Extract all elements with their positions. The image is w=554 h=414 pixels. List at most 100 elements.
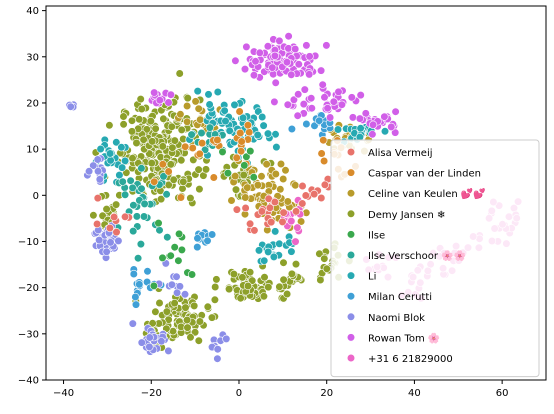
scatter-point bbox=[294, 90, 303, 99]
legend-marker bbox=[346, 189, 356, 198]
scatter-point bbox=[205, 100, 214, 109]
scatter-point bbox=[149, 281, 158, 291]
scatter-point bbox=[164, 346, 173, 356]
legend-box bbox=[330, 139, 540, 378]
scatter-point bbox=[270, 197, 280, 207]
scatter-point bbox=[236, 294, 245, 303]
scatter-point bbox=[132, 138, 141, 148]
scatter-point bbox=[168, 143, 177, 152]
scatter-point bbox=[183, 315, 192, 325]
scatter-point bbox=[254, 107, 263, 116]
scatter-point bbox=[298, 181, 307, 191]
scatter-point bbox=[242, 42, 251, 52]
scatter-point bbox=[166, 90, 175, 99]
y-tick-label: 0 bbox=[33, 191, 39, 202]
scatter-point bbox=[213, 345, 222, 354]
scatter-point bbox=[287, 124, 297, 134]
legend-label: Naomi Blok bbox=[368, 313, 425, 324]
scatter-point bbox=[181, 303, 190, 312]
scatter-point bbox=[174, 256, 183, 265]
legend-label: Demy Jansen ❄ bbox=[368, 210, 445, 221]
scatter-point bbox=[98, 211, 107, 220]
scatter-point bbox=[238, 273, 247, 282]
scatter-point bbox=[129, 227, 138, 236]
scatter-point bbox=[283, 100, 292, 109]
scatter-point bbox=[355, 114, 365, 123]
scatter-point bbox=[231, 172, 240, 181]
scatter-point bbox=[320, 254, 329, 263]
scatter-point bbox=[218, 147, 227, 156]
scatter-point bbox=[298, 199, 307, 208]
y-tick-label: 10 bbox=[26, 145, 39, 156]
scatter-point bbox=[279, 208, 288, 217]
scatter-point bbox=[221, 116, 230, 126]
legend-marker bbox=[346, 353, 356, 363]
scatter-point bbox=[157, 337, 166, 346]
x-tick-label: 20 bbox=[320, 388, 333, 399]
scatter-point bbox=[265, 203, 275, 212]
scatter-point bbox=[111, 200, 121, 209]
scatter-point bbox=[183, 117, 192, 126]
scatter-point bbox=[240, 161, 249, 170]
scatter-point bbox=[119, 120, 128, 129]
scatter-point bbox=[380, 112, 389, 121]
scatter-point bbox=[176, 110, 185, 119]
scatter-point bbox=[176, 193, 185, 202]
scatter-point bbox=[170, 136, 179, 145]
scatter-point bbox=[329, 97, 338, 106]
scatter-point bbox=[284, 44, 293, 53]
scatter-point bbox=[167, 280, 176, 289]
scatter-point bbox=[347, 93, 356, 102]
scatter-point bbox=[287, 217, 296, 226]
scatter-point bbox=[135, 115, 144, 124]
legend-label: Ilse Verschoor 🌸🌸 bbox=[368, 249, 466, 262]
legend-marker bbox=[346, 230, 356, 239]
legend-label: Milan Cerutti bbox=[368, 292, 432, 303]
scatter-point bbox=[225, 285, 234, 294]
legend-label: +31 6 21829000 bbox=[368, 354, 453, 365]
scatter-point bbox=[137, 164, 146, 173]
scatter-point bbox=[235, 107, 244, 116]
legend-marker bbox=[346, 312, 356, 321]
scatter-point bbox=[128, 319, 137, 328]
scatter-point bbox=[93, 167, 103, 176]
scatter-point bbox=[128, 154, 137, 163]
scatter-point bbox=[268, 63, 277, 72]
scatter-point bbox=[66, 102, 75, 111]
scatter-point bbox=[264, 247, 273, 256]
scatter-point bbox=[154, 219, 163, 228]
scatter-point bbox=[128, 183, 137, 192]
scatter-point bbox=[246, 147, 255, 156]
scatter-point bbox=[250, 226, 259, 235]
scatter-point bbox=[317, 193, 326, 203]
scatter-point bbox=[179, 177, 188, 186]
scatter-point bbox=[271, 169, 280, 179]
scatter-point bbox=[147, 159, 156, 168]
scatter-point bbox=[191, 328, 200, 337]
scatter-point bbox=[158, 160, 167, 169]
scatter-point bbox=[102, 205, 111, 214]
scatter-point bbox=[175, 69, 184, 78]
scatter-point bbox=[239, 113, 248, 122]
scatter-point bbox=[195, 317, 204, 326]
scatter-point bbox=[287, 70, 296, 79]
scatter-point bbox=[131, 292, 140, 302]
scatter-point bbox=[282, 58, 292, 67]
scatter-point bbox=[299, 99, 308, 109]
x-tick-label: 40 bbox=[408, 388, 421, 399]
scatter-point bbox=[337, 100, 347, 109]
scatter-point bbox=[348, 113, 358, 122]
y-tick-label: −20 bbox=[18, 283, 39, 294]
scatter-point bbox=[158, 142, 167, 151]
scatter-point bbox=[356, 90, 365, 100]
scatter-point bbox=[243, 183, 252, 192]
scatter-point bbox=[317, 66, 326, 75]
legend-marker bbox=[346, 333, 356, 342]
scatter-point bbox=[131, 300, 141, 309]
scatter-point bbox=[170, 243, 179, 252]
scatter-point bbox=[294, 60, 303, 69]
scatter-point bbox=[213, 135, 222, 145]
scatter-point bbox=[95, 236, 104, 245]
scatter-point bbox=[119, 112, 128, 121]
scatter-point bbox=[136, 94, 145, 104]
